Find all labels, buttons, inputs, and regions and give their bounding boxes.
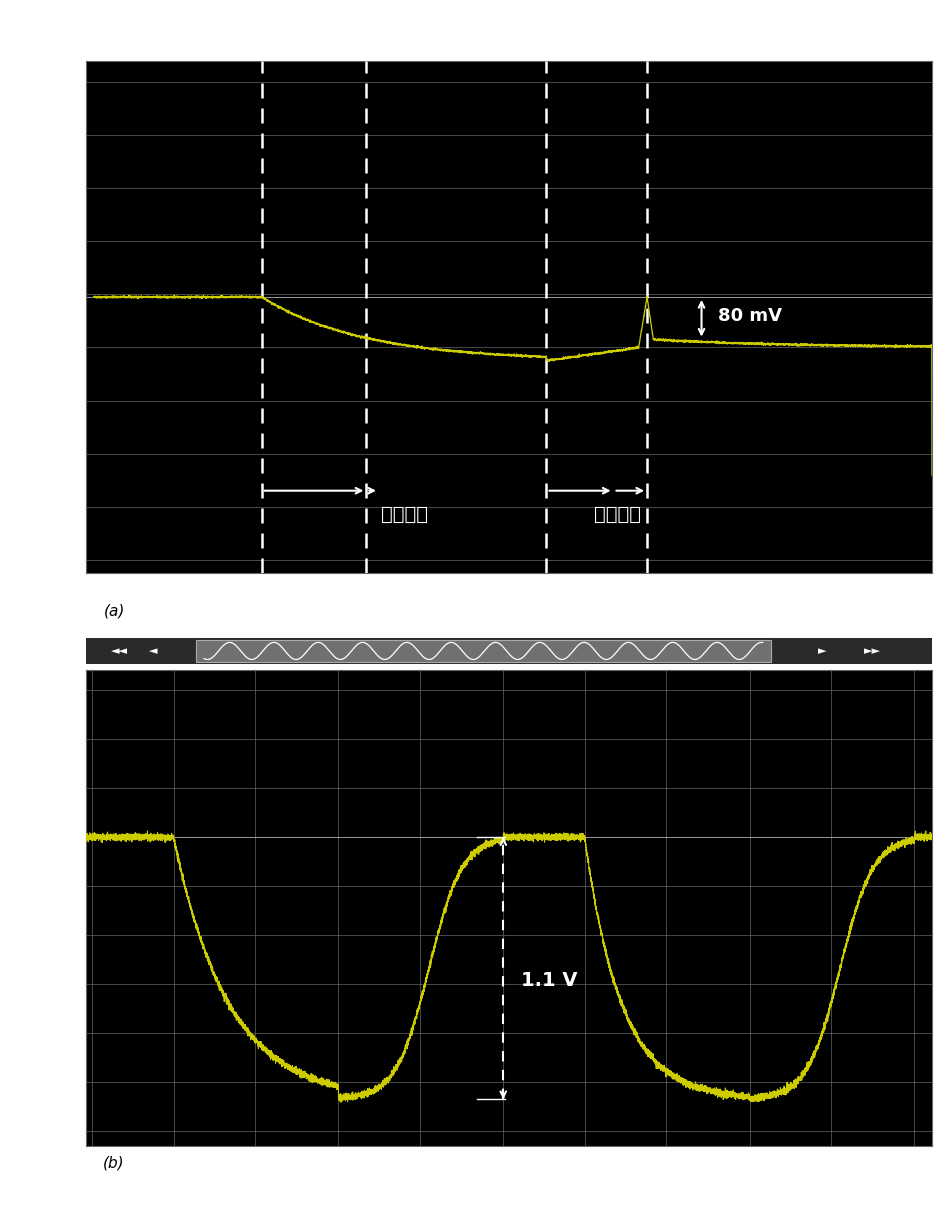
Text: (b): (b) [104,1156,125,1170]
Text: 회복시간: 회복시간 [594,505,641,524]
Text: (a): (a) [104,603,125,618]
Text: 반응시간: 반응시간 [380,505,428,524]
Bar [196,640,771,662]
Text: ◄◄: ◄◄ [111,646,128,656]
Text: ◄: ◄ [149,646,158,656]
Text: 80 mV: 80 mV [718,307,783,324]
Text: ►: ► [818,646,826,656]
Text: ►►: ►► [864,646,882,656]
Text: Vdc: Vdc [30,43,54,56]
Text: 1.1 V: 1.1 V [521,972,577,990]
X-axis label: Time: Time [494,1168,524,1180]
Text: Vdc: Vdc [30,652,54,666]
